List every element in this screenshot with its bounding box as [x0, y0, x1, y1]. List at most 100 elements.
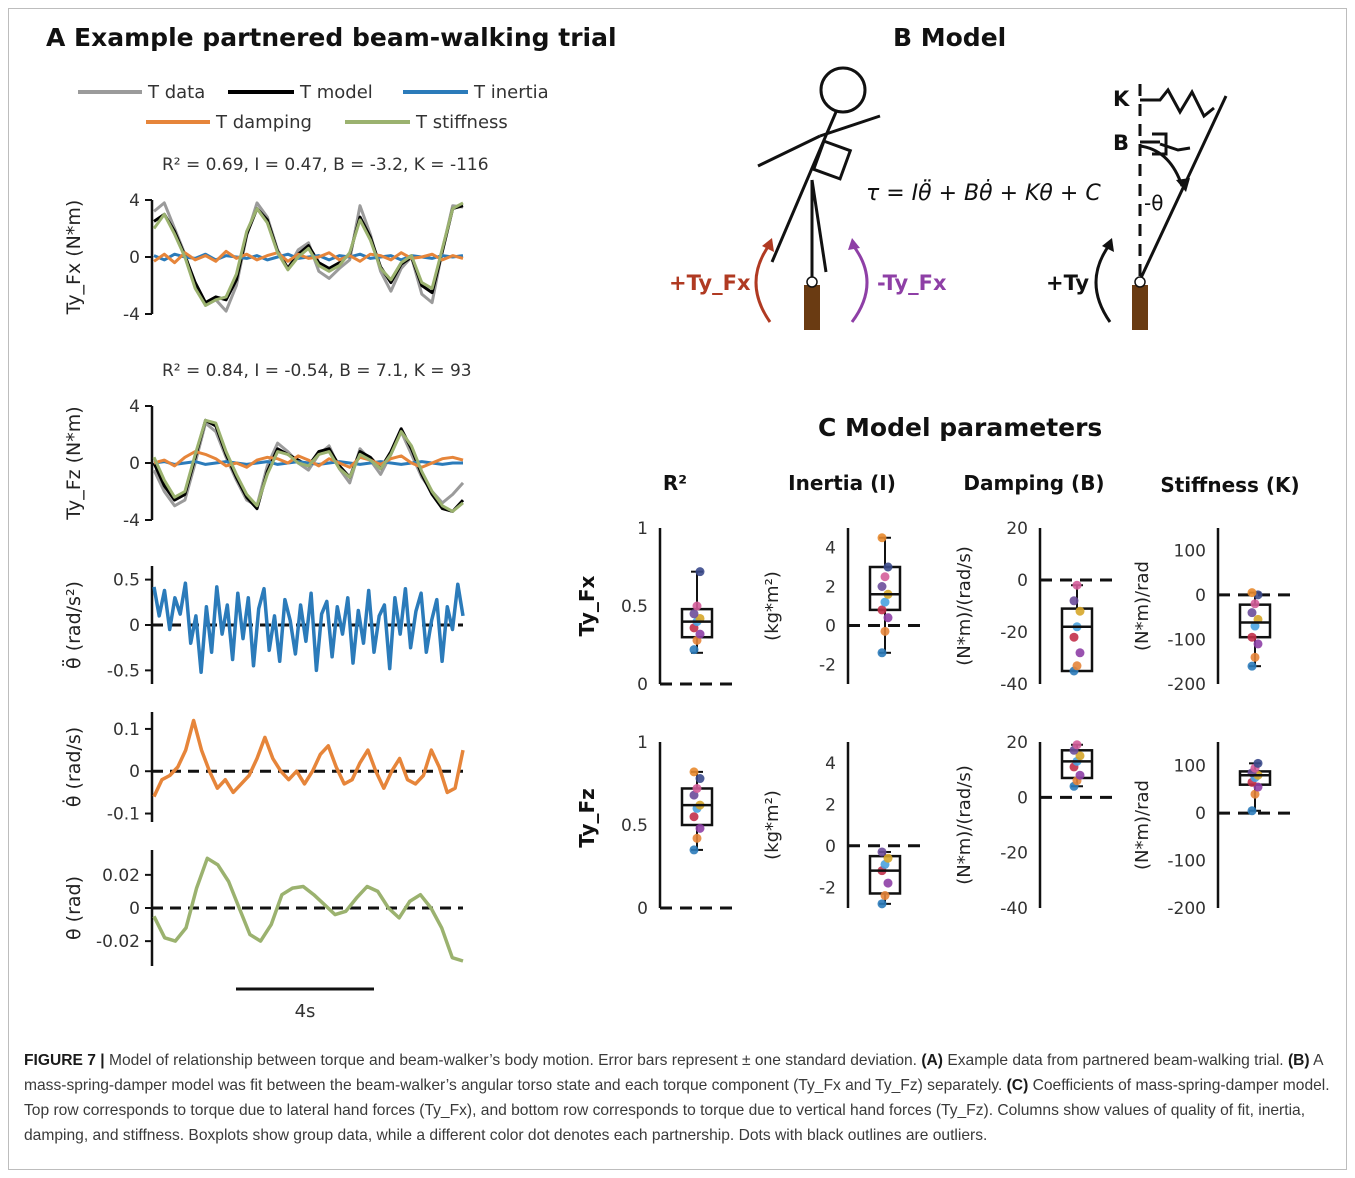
- box-point-1-0-3: [689, 812, 699, 822]
- neg-torque-arrowhead-icon: [848, 238, 860, 250]
- box-point-0-1-1: [880, 626, 890, 636]
- box-tick-label-1-3-0: 100: [1174, 757, 1206, 777]
- caption-c-text: Coefficients of mass-spring-damper model…: [24, 1077, 1330, 1144]
- box-point-1-3-2: [1253, 782, 1263, 792]
- box-point-0-2-6: [1069, 596, 1079, 606]
- box-tick-label-1-0-2: 0: [637, 899, 648, 919]
- box-point-0-1-9: [877, 533, 887, 543]
- theta-arc: [1139, 144, 1184, 187]
- box-y-label-1-1: (kg*m²): [762, 790, 783, 860]
- panel-c-title: C Model parameters: [818, 413, 1102, 442]
- box-tick-label-1-1-2: 0: [825, 837, 836, 857]
- box-tick-label-0-3-2: -100: [1167, 630, 1206, 650]
- fit-text-fx: R² = 0.69, I = 0.47, B = -3.2, K = -116: [162, 155, 489, 175]
- box-y-label-1-2: (N*m)/(rad/s): [954, 765, 975, 884]
- box-point-1-0-0: [689, 845, 699, 855]
- box-point-1-0-1: [692, 833, 702, 843]
- box-point-0-3-0: [1247, 661, 1257, 671]
- box-tick-label-0-3-3: -200: [1167, 675, 1206, 695]
- box-point-0-3-7: [1250, 599, 1260, 609]
- box-point-1-2-2: [1075, 770, 1085, 780]
- pivot-right-icon: [1134, 276, 1146, 288]
- box-y-label-0-1: (kg*m²): [762, 571, 783, 641]
- box-point-0-0-0: [689, 645, 699, 655]
- box-point-0-3-2: [1253, 639, 1263, 649]
- figure-frame: [8, 8, 1347, 1170]
- box-point-0-0-8: [695, 567, 705, 577]
- box-point-1-2-5: [1075, 751, 1085, 761]
- box-point-0-2-1: [1072, 661, 1082, 671]
- boxplot-0-1: 4 2 0 -2 (kg*m²): [762, 528, 922, 684]
- caption-label: FIGURE 7 |: [24, 1052, 105, 1069]
- box-point-1-1-1: [880, 891, 890, 901]
- caption-intro: Model of relationship between torque and…: [104, 1052, 922, 1069]
- col-header-inertia: Inertia (I): [788, 471, 896, 495]
- series-line-0-3: [153, 249, 464, 265]
- y-tick-label-2-0: 0.5: [113, 571, 140, 591]
- boxplot-0-0: 10.50: [621, 519, 734, 695]
- box-y-label-1-3: (N*m)/rad: [1132, 780, 1153, 870]
- spring-icon: [1140, 87, 1215, 119]
- neg-torque-arrow-icon: [850, 243, 869, 323]
- y-tick-label-4-1: 0: [129, 899, 140, 919]
- box-point-0-3-6: [1247, 608, 1257, 618]
- figure-arm-2: [819, 114, 881, 138]
- b-label: B: [1113, 131, 1129, 155]
- trace-plot-2: 0.5 0 -0.5 θ̈ (rad/s²): [62, 566, 465, 684]
- box-point-0-2-3: [1069, 632, 1079, 642]
- col-header-stiffness: Stiffness (K): [1160, 473, 1299, 497]
- beam-right: [1132, 285, 1148, 330]
- box-point-1-0-8: [695, 774, 705, 784]
- ty-torque-arrow-icon: [1094, 243, 1112, 323]
- trace-plot-0: 4 0 -4 Ty_Fx (N*m): [63, 191, 464, 325]
- fit-text-fz: R² = 0.84, I = -0.54, B = 7.1, K = 93: [162, 361, 472, 381]
- box-tick-label-0-2-2: -20: [1000, 623, 1028, 643]
- figure-load: [811, 139, 853, 181]
- box-tick-label-0-1-1: 2: [825, 578, 836, 598]
- neg-torque-label: -Ty_Fx: [877, 271, 947, 295]
- figure-caption: FIGURE 7 | Model of relationship between…: [24, 1048, 1334, 1148]
- box-tick-label-1-2-2: -20: [1000, 844, 1028, 864]
- box-tick-label-0-1-2: 0: [825, 617, 836, 637]
- pos-torque-label: +Ty_Fx: [669, 271, 751, 295]
- box-point-1-0-2: [695, 823, 705, 833]
- series-line-2-0: [152, 581, 465, 674]
- y-tick-label-2-1: 0: [129, 616, 140, 636]
- figure-head: [819, 66, 867, 114]
- figure-torso: [770, 111, 838, 263]
- figure-arm: [757, 134, 821, 168]
- box-point-0-1-0: [877, 648, 887, 658]
- box-point-0-3-3: [1247, 632, 1257, 642]
- legend-label-data: T data: [147, 82, 205, 103]
- boxplot-0-2: 20 0 -20 -40 (N*m)/(rad/s): [954, 519, 1114, 695]
- row-label-fx: Ty_Fx: [575, 575, 599, 636]
- trace-plot-3: 0.1 0 -0.1 θ̇ (rad/s): [61, 712, 465, 825]
- y-axis-label-1: Ty_Fz (N*m): [63, 406, 85, 520]
- box-tick-label-1-1-3: -2: [819, 878, 836, 898]
- boxplot-0-3: 100 0 -100 -200 (N*m)/rad: [1132, 528, 1292, 695]
- pos-torque-arrow-icon: [754, 243, 772, 323]
- box-tick-label-0-2-0: 20: [1006, 519, 1028, 539]
- box-point-0-1-2: [883, 613, 893, 623]
- model-equation: τ = Iθ̈ + Bθ̇ + Kθ + C: [866, 179, 1101, 206]
- box-point-1-1-6: [877, 847, 887, 857]
- boxplot-1-3: 100 0 -100 -200 (N*m)/rad: [1132, 742, 1292, 919]
- caption-c-label: (C): [1006, 1077, 1029, 1094]
- theta-label: -θ: [1144, 191, 1163, 215]
- box-tick-label-0-3-0: 100: [1174, 541, 1206, 561]
- panel-a-title: A Example partnered beam-walking trial: [46, 23, 617, 52]
- box-tick-label-1-3-3: -200: [1167, 899, 1206, 919]
- box-tick-label-1-0-0: 1: [637, 733, 648, 753]
- caption-b-label: (B): [1287, 1052, 1310, 1069]
- legend-label-damping: T damping: [215, 112, 312, 133]
- col-header-damping: Damping (B): [963, 471, 1104, 495]
- box-point-0-0-2: [695, 629, 705, 639]
- y-tick-label-3-2: -0.1: [107, 805, 140, 825]
- y-axis-label-3: θ̇ (rad/s): [61, 727, 85, 807]
- y-axis-label-0: Ty_Fx (N*m): [63, 200, 85, 316]
- y-tick-label-3-1: 0: [129, 762, 140, 782]
- series-line-4-0: [152, 856, 464, 963]
- box-tick-label-1-2-1: 0: [1017, 788, 1028, 808]
- y-tick-label-3-0: 0.1: [113, 720, 140, 740]
